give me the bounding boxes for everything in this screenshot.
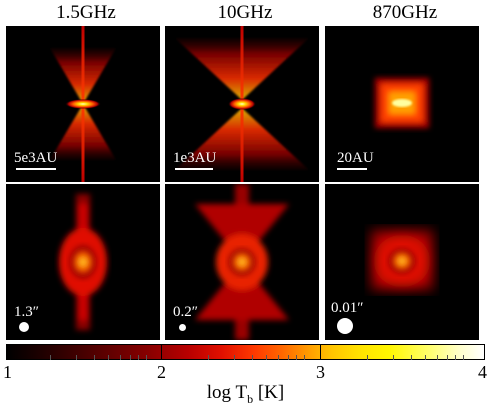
colorbar-minor-tick <box>208 355 209 360</box>
colorbar-minor-tick <box>94 355 95 360</box>
colorbar-minor-tick <box>234 355 235 360</box>
colorbar-minor-tick <box>130 355 131 360</box>
colorbar-label-main: log T <box>206 382 248 403</box>
colorbar-minor-tick <box>411 355 412 360</box>
panel-10ghz-convolved: 0.2″ <box>165 184 319 340</box>
colorbar-minor-tick <box>278 355 279 360</box>
colorbar-minor-tick <box>425 355 426 360</box>
panel-10ghz-model: 1e3AU <box>165 26 319 182</box>
scale-label: 20AU <box>337 150 374 166</box>
colorbar-minor-tick <box>50 355 51 360</box>
colorbar-minor-tick <box>455 355 456 360</box>
column-title-2: 10GHz <box>217 2 273 23</box>
column-title-1: 1.5GHz <box>56 2 116 23</box>
colorbar-minor-tick <box>120 355 121 360</box>
colorbar-minor-tick <box>304 355 305 360</box>
colorbar-minor-tick <box>76 355 77 360</box>
colorbar-tick-label-4: 4 <box>478 362 487 382</box>
beam-size-marker <box>179 324 186 331</box>
scale-label: 5e3AU <box>14 150 58 166</box>
colorbar-tick-label-1: 1 <box>3 362 12 382</box>
colorbar-tick-label-3: 3 <box>316 362 325 382</box>
colorbar-axis-label: log Tb [K] <box>0 382 491 407</box>
colorbar-minor-tick <box>447 355 448 360</box>
beam-label: 0.2″ <box>173 304 198 320</box>
panel-1-5ghz-convolved: 1.3″ <box>6 184 160 340</box>
beam-label: 1.3″ <box>14 304 39 320</box>
scale-bar <box>175 168 213 170</box>
colorbar-minor-tick <box>108 355 109 360</box>
colorbar-label-subscript: b <box>247 391 254 406</box>
colorbar-minor-tick <box>296 355 297 360</box>
beam-label: 0.01″ <box>331 300 364 316</box>
panel-870ghz-convolved: 0.01″ <box>325 184 479 340</box>
colorbar-minor-tick <box>367 355 368 360</box>
beam-size-marker <box>337 318 353 334</box>
colorbar-minor-tick <box>146 355 147 360</box>
colorbar-minor-tick <box>463 355 464 360</box>
colorbar-minor-tick <box>138 355 139 360</box>
colorbar <box>6 344 485 360</box>
colorbar-tick-label-2: 2 <box>157 362 166 382</box>
colorbar-minor-tick <box>437 355 438 360</box>
beam-size-marker <box>19 322 29 332</box>
colorbar-major-tick <box>161 344 162 360</box>
scale-bar <box>337 168 367 170</box>
panel-1-5ghz-model: 5e3AU <box>6 26 160 182</box>
colorbar-minor-tick <box>252 355 253 360</box>
scale-bar <box>16 168 56 170</box>
colorbar-minor-tick <box>266 355 267 360</box>
column-title-3: 870GHz <box>372 2 438 23</box>
colorbar-label-unit: [K] <box>253 382 285 403</box>
panel-870ghz-model: 20AU <box>325 26 479 182</box>
colorbar-minor-tick <box>393 355 394 360</box>
colorbar-minor-tick <box>288 355 289 360</box>
scale-label: 1e3AU <box>173 150 217 166</box>
colorbar-major-tick <box>320 344 321 360</box>
